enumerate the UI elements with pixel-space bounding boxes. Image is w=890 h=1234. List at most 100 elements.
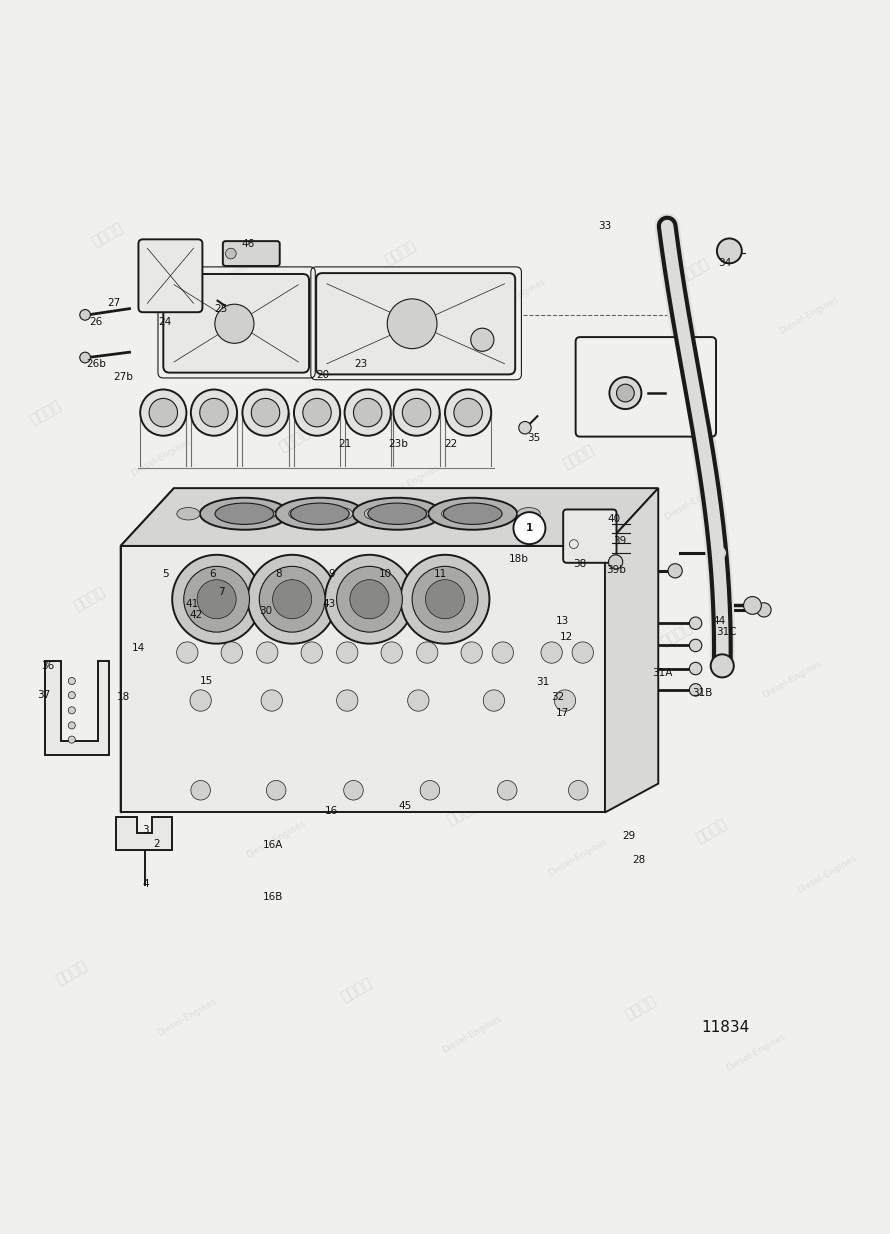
Text: 39: 39 [613, 537, 627, 547]
Circle shape [668, 564, 683, 578]
Text: 31B: 31B [692, 687, 713, 697]
Circle shape [756, 602, 771, 617]
Text: 42: 42 [190, 611, 203, 621]
Circle shape [519, 422, 531, 434]
Text: 紫发动力: 紫发动力 [71, 585, 108, 613]
Text: Diesel-Engines: Diesel-Engines [778, 294, 840, 336]
Text: Diesel-Engines: Diesel-Engines [760, 659, 823, 700]
Circle shape [408, 690, 429, 711]
Text: Diesel-Engines: Diesel-Engines [441, 1014, 503, 1055]
Circle shape [541, 642, 562, 663]
Text: 紫发动力: 紫发动力 [89, 221, 125, 249]
Text: 37: 37 [36, 690, 50, 700]
Text: 紫发动力: 紫发动力 [142, 780, 179, 810]
Polygon shape [121, 489, 174, 812]
Circle shape [272, 580, 311, 618]
Ellipse shape [253, 507, 275, 520]
Circle shape [461, 642, 482, 663]
Circle shape [141, 390, 186, 436]
Text: 23: 23 [354, 359, 368, 369]
Text: 32: 32 [551, 692, 564, 702]
Circle shape [336, 642, 358, 663]
Ellipse shape [329, 507, 352, 520]
Circle shape [690, 639, 702, 652]
Text: 30: 30 [259, 606, 272, 616]
Text: 紫发动力: 紫发动力 [658, 621, 694, 649]
Circle shape [197, 580, 236, 618]
Circle shape [225, 248, 236, 259]
Text: 紫发动力: 紫发动力 [561, 443, 596, 471]
Ellipse shape [364, 507, 387, 520]
Circle shape [483, 690, 505, 711]
Text: 紫发动力: 紫发动力 [383, 238, 418, 267]
Text: 紫发动力: 紫发动力 [27, 399, 63, 427]
Circle shape [69, 691, 76, 698]
Text: 6: 6 [209, 569, 215, 579]
Ellipse shape [215, 503, 274, 524]
FancyBboxPatch shape [563, 510, 617, 563]
Text: 26: 26 [89, 317, 102, 327]
Circle shape [400, 555, 490, 644]
Text: 16: 16 [325, 806, 338, 816]
Circle shape [301, 642, 322, 663]
Text: 27b: 27b [113, 373, 134, 383]
Text: 紫发动力: 紫发动力 [276, 424, 311, 454]
Text: 27: 27 [107, 299, 120, 308]
Ellipse shape [443, 503, 502, 524]
Text: 23b: 23b [388, 439, 408, 449]
Text: 13: 13 [555, 617, 569, 627]
Circle shape [572, 642, 594, 663]
FancyBboxPatch shape [163, 274, 309, 373]
Text: 紫发动力: 紫发动力 [53, 958, 90, 987]
Circle shape [303, 399, 331, 427]
Text: 紫发动力: 紫发动力 [676, 255, 712, 285]
Text: 10: 10 [379, 569, 392, 579]
Text: Diesel-Engines: Diesel-Engines [245, 818, 307, 860]
Circle shape [471, 328, 494, 352]
Text: 11834: 11834 [701, 1021, 749, 1035]
Circle shape [251, 399, 279, 427]
Text: 41: 41 [185, 598, 198, 608]
Text: 22: 22 [445, 439, 457, 449]
Circle shape [425, 580, 465, 618]
Circle shape [199, 399, 228, 427]
Text: 9: 9 [328, 569, 336, 579]
Text: Diesel-Engines: Diesel-Engines [129, 437, 192, 478]
Text: 紫发动力: 紫发动力 [365, 602, 400, 632]
Circle shape [454, 399, 482, 427]
Circle shape [242, 390, 288, 436]
Ellipse shape [405, 507, 428, 520]
Text: 36: 36 [41, 661, 54, 671]
Text: 18b: 18b [509, 554, 529, 564]
Circle shape [387, 299, 437, 349]
Text: 35: 35 [527, 432, 540, 443]
Text: Diesel-Engines: Diesel-Engines [156, 996, 219, 1038]
Circle shape [336, 690, 358, 711]
Text: 紫发动力: 紫发动力 [622, 993, 659, 1023]
Text: Diesel-Engines: Diesel-Engines [378, 463, 441, 505]
Text: 紫发动力: 紫发动力 [693, 816, 730, 845]
Circle shape [80, 352, 91, 363]
Circle shape [69, 722, 76, 729]
Text: Diesel-Engines: Diesel-Engines [547, 837, 610, 877]
Text: 16A: 16A [263, 840, 284, 850]
Circle shape [190, 390, 237, 436]
Text: 1: 1 [526, 523, 533, 533]
Text: 43: 43 [323, 598, 336, 608]
Ellipse shape [428, 497, 517, 529]
Circle shape [69, 707, 76, 713]
Text: 16B: 16B [263, 892, 284, 902]
Text: 33: 33 [598, 221, 611, 231]
Text: 18: 18 [117, 692, 130, 702]
Text: 25: 25 [214, 304, 228, 313]
Circle shape [266, 780, 286, 800]
Text: 31: 31 [536, 677, 549, 687]
Text: 紫发动力: 紫发动力 [338, 976, 374, 1004]
Text: 3: 3 [142, 826, 149, 835]
Text: 20: 20 [316, 370, 329, 380]
Text: Diesel-Engines: Diesel-Engines [724, 1032, 788, 1074]
Polygon shape [45, 661, 109, 755]
Text: 21: 21 [338, 439, 352, 449]
Circle shape [261, 690, 282, 711]
Text: 26b: 26b [85, 359, 106, 369]
